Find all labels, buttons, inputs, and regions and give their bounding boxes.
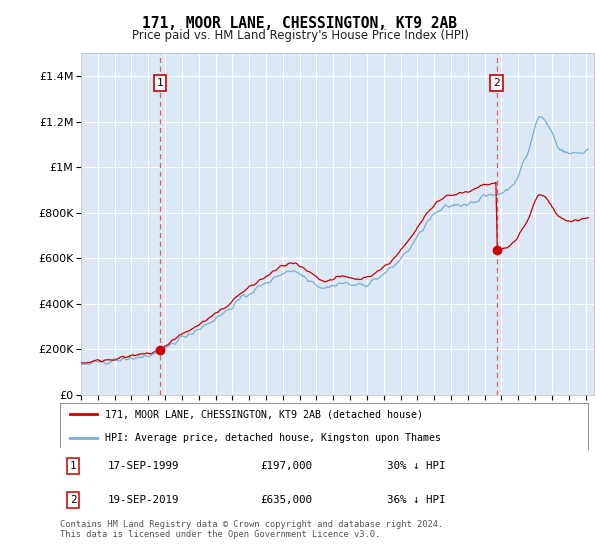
Text: Contains HM Land Registry data © Crown copyright and database right 2024.
This d: Contains HM Land Registry data © Crown c… [60,520,443,539]
Text: £197,000: £197,000 [260,461,313,471]
Text: 30% ↓ HPI: 30% ↓ HPI [388,461,446,471]
Text: 2: 2 [70,494,76,505]
Text: Price paid vs. HM Land Registry's House Price Index (HPI): Price paid vs. HM Land Registry's House … [131,29,469,42]
Text: 19-SEP-2019: 19-SEP-2019 [107,494,179,505]
Text: HPI: Average price, detached house, Kingston upon Thames: HPI: Average price, detached house, King… [105,433,441,443]
Text: 171, MOOR LANE, CHESSINGTON, KT9 2AB: 171, MOOR LANE, CHESSINGTON, KT9 2AB [143,16,458,31]
Text: 1: 1 [157,78,164,88]
Text: 1: 1 [70,461,76,471]
Text: 17-SEP-1999: 17-SEP-1999 [107,461,179,471]
Text: 36% ↓ HPI: 36% ↓ HPI [388,494,446,505]
Text: 2: 2 [493,78,500,88]
Text: 171, MOOR LANE, CHESSINGTON, KT9 2AB (detached house): 171, MOOR LANE, CHESSINGTON, KT9 2AB (de… [105,409,423,419]
Text: £635,000: £635,000 [260,494,313,505]
